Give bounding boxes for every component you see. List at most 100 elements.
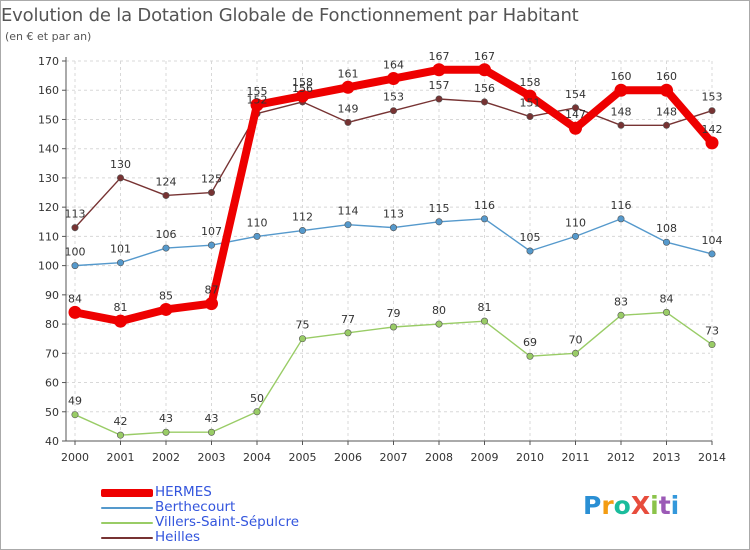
x-tick-label: 2007 — [380, 451, 408, 464]
data-label-heilles: 113 — [65, 208, 86, 221]
data-label-heilles: 148 — [656, 105, 677, 118]
logo-letter: i — [650, 491, 659, 520]
point-berthecourt — [162, 244, 170, 252]
legend-label-berthecourt: Berthecourt — [155, 499, 236, 515]
y-tick-label: 50 — [45, 406, 59, 419]
x-tick-label: 2004 — [243, 451, 271, 464]
y-tick-label: 80 — [45, 318, 59, 331]
point-berthecourt — [208, 241, 216, 249]
data-label-berthecourt: 110 — [247, 216, 268, 229]
y-tick-label: 40 — [45, 435, 59, 448]
data-label-berthecourt: 114 — [338, 205, 359, 218]
data-label-villers-saint-sepulcre: 73 — [705, 325, 719, 338]
data-label-villers-saint-sepulcre: 50 — [250, 392, 264, 405]
point-berthecourt — [435, 218, 443, 226]
y-tick-label: 130 — [38, 172, 59, 185]
point-villers-saint-sepulcre — [344, 329, 352, 337]
point-heilles — [162, 191, 170, 199]
grid-lines — [66, 60, 713, 442]
logo-letter: t — [658, 491, 671, 520]
data-label-berthecourt: 106 — [156, 228, 177, 241]
point-hermes — [341, 80, 355, 94]
point-hermes — [296, 89, 309, 103]
point-berthecourt — [617, 215, 625, 223]
data-label-villers-saint-sepulcre: 79 — [387, 307, 401, 320]
legend-item-villers-saint-sepulcre[interactable]: Villers-Saint-Sépulcre — [101, 515, 401, 530]
point-heilles — [571, 104, 579, 112]
data-label-villers-saint-sepulcre: 70 — [569, 333, 583, 346]
data-label-berthecourt: 108 — [656, 222, 677, 235]
point-heilles — [617, 121, 625, 129]
data-label-berthecourt: 110 — [565, 216, 586, 229]
x-tick-label: 2000 — [61, 451, 89, 464]
data-label-heilles: 153 — [702, 91, 723, 104]
legend-label-heilles: Heilles — [155, 529, 201, 545]
point-heilles — [117, 174, 125, 182]
data-label-hermes: 85 — [159, 289, 173, 302]
legend-swatch-berthecourt — [101, 506, 153, 509]
point-villers-saint-sepulcre — [662, 308, 670, 316]
x-tick-label: 2009 — [471, 451, 499, 464]
x-tick-label: 2011 — [562, 451, 590, 464]
data-label-heilles: 151 — [520, 97, 541, 110]
point-villers-saint-sepulcre — [708, 341, 716, 349]
data-label-hermes: 87 — [205, 284, 219, 297]
point-heilles — [208, 189, 216, 197]
point-hermes — [250, 98, 264, 112]
data-label-berthecourt: 100 — [65, 246, 86, 259]
data-label-heilles: 153 — [383, 91, 404, 104]
point-hermes — [432, 63, 446, 77]
legend: HERMES Berthecourt Villers-Saint-Sépulcr… — [101, 485, 401, 545]
point-villers-saint-sepulcre — [298, 335, 306, 343]
y-tick-label: 70 — [45, 347, 59, 360]
point-hermes — [478, 63, 491, 77]
y-tick-label: 90 — [45, 289, 59, 302]
y-tick-label: 140 — [38, 143, 59, 156]
point-berthecourt — [253, 232, 261, 240]
point-berthecourt — [298, 227, 306, 235]
legend-item-berthecourt[interactable]: Berthecourt — [101, 500, 401, 515]
point-villers-saint-sepulcre — [571, 349, 579, 357]
point-villers-saint-sepulcre — [617, 311, 625, 319]
logo-letter: r — [601, 491, 614, 520]
data-label-berthecourt: 105 — [520, 231, 541, 244]
data-label-heilles: 148 — [611, 105, 632, 118]
data-label-villers-saint-sepulcre: 80 — [432, 304, 446, 317]
legend-label-hermes: HERMES — [155, 484, 212, 500]
data-label-hermes: 81 — [114, 301, 128, 314]
point-hermes — [159, 302, 173, 316]
data-label-hermes: 167 — [429, 50, 450, 63]
point-villers-saint-sepulcre — [435, 320, 443, 328]
data-label-hermes: 160 — [656, 70, 677, 83]
data-label-villers-saint-sepulcre: 49 — [68, 395, 82, 408]
point-heilles — [435, 95, 443, 103]
data-label-hermes: 164 — [383, 59, 404, 72]
data-label-berthecourt: 113 — [383, 208, 404, 221]
legend-item-heilles[interactable]: Heilles — [101, 530, 401, 545]
series-layer — [68, 63, 719, 439]
y-tick-label: 160 — [38, 84, 59, 97]
point-hermes — [387, 72, 400, 86]
point-berthecourt — [662, 238, 670, 246]
data-label-heilles: 154 — [565, 88, 586, 101]
data-label-heilles: 157 — [429, 79, 450, 92]
legend-item-hermes[interactable]: HERMES — [101, 485, 401, 500]
axes: 40 50 60 70 80 90 100 110 120 130 140 150 160 170 2000… — [38, 55, 726, 464]
point-villers-saint-sepulcre — [526, 352, 534, 360]
data-label-berthecourt: 107 — [201, 225, 222, 238]
point-hermes — [569, 121, 582, 135]
chart-subtitle: (en € et par an) — [5, 30, 92, 43]
data-label-hermes: 147 — [565, 108, 586, 121]
data-label-berthecourt: 101 — [110, 243, 131, 256]
point-villers-saint-sepulcre — [208, 428, 216, 436]
data-label-hermes: 158 — [520, 76, 541, 89]
point-berthecourt — [344, 221, 352, 229]
data-label-hermes: 155 — [247, 85, 268, 98]
point-berthecourt — [708, 250, 716, 258]
point-heilles — [526, 113, 534, 121]
data-label-villers-saint-sepulcre: 42 — [114, 415, 128, 428]
point-hermes — [614, 83, 628, 97]
data-label-hermes: 158 — [292, 76, 313, 89]
